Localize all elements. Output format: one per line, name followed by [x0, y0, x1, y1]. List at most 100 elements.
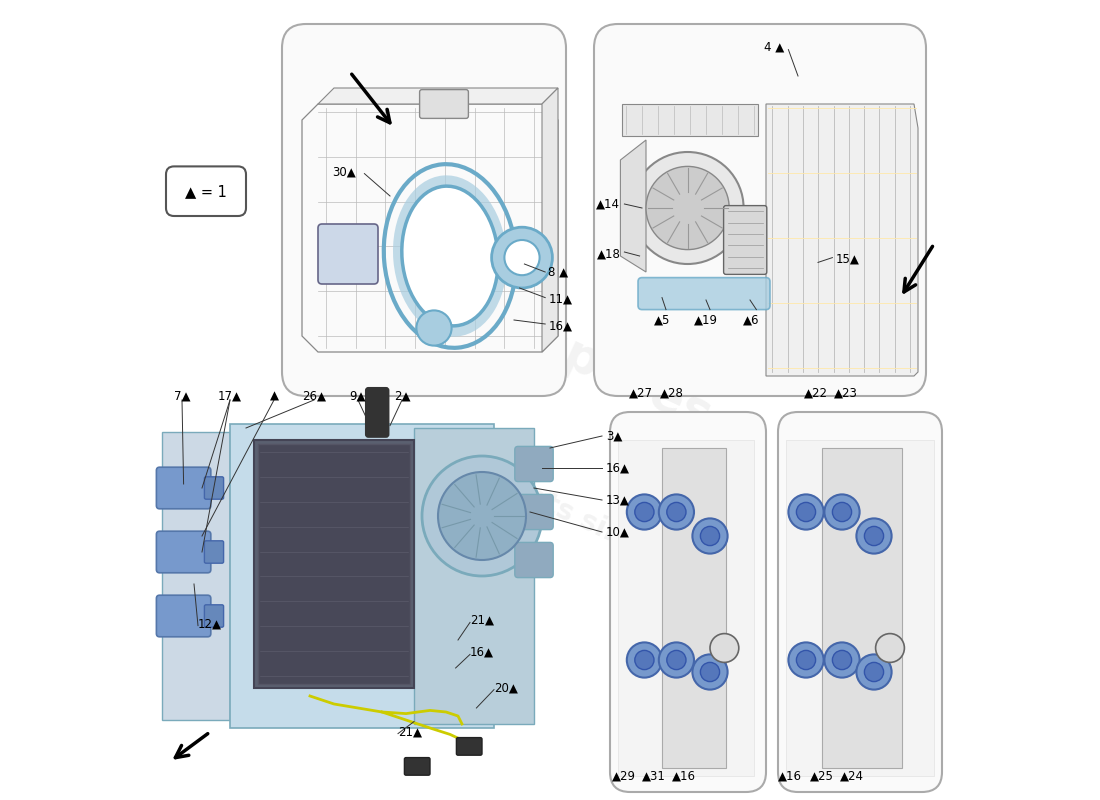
Ellipse shape: [393, 175, 507, 337]
Text: 9▲: 9▲: [350, 390, 366, 402]
Text: 7▲: 7▲: [174, 390, 190, 402]
Polygon shape: [230, 424, 494, 728]
Text: ▲6: ▲6: [744, 314, 760, 326]
Circle shape: [833, 502, 851, 522]
FancyBboxPatch shape: [366, 388, 388, 437]
Text: ▲: ▲: [270, 390, 278, 402]
Text: 21▲: 21▲: [398, 726, 422, 738]
FancyBboxPatch shape: [156, 595, 211, 637]
Polygon shape: [162, 432, 230, 720]
Text: 16▲: 16▲: [470, 646, 494, 658]
Text: ▲25: ▲25: [810, 770, 834, 782]
Polygon shape: [662, 448, 726, 768]
Text: 21▲: 21▲: [470, 614, 494, 626]
Text: 17▲: 17▲: [218, 390, 242, 402]
Text: 20▲: 20▲: [494, 682, 518, 694]
FancyBboxPatch shape: [724, 206, 767, 274]
Circle shape: [796, 502, 815, 522]
Text: 2▲: 2▲: [394, 390, 410, 402]
FancyBboxPatch shape: [594, 24, 926, 396]
Circle shape: [417, 310, 452, 346]
FancyBboxPatch shape: [166, 166, 246, 216]
FancyBboxPatch shape: [638, 278, 770, 310]
Text: ▲22: ▲22: [804, 387, 827, 400]
Circle shape: [659, 642, 694, 678]
Circle shape: [438, 472, 526, 560]
Circle shape: [492, 227, 552, 288]
Circle shape: [627, 642, 662, 678]
Circle shape: [865, 526, 883, 546]
Circle shape: [857, 518, 892, 554]
Text: 26▲: 26▲: [302, 390, 326, 402]
Circle shape: [865, 662, 883, 682]
Circle shape: [422, 456, 542, 576]
Circle shape: [667, 502, 686, 522]
Text: ▲ = 1: ▲ = 1: [185, 184, 227, 198]
Polygon shape: [542, 88, 558, 352]
FancyBboxPatch shape: [515, 494, 553, 530]
Text: 16▲: 16▲: [549, 319, 572, 332]
Circle shape: [505, 240, 540, 275]
Text: ▲31: ▲31: [642, 770, 666, 782]
FancyBboxPatch shape: [156, 531, 211, 573]
FancyBboxPatch shape: [205, 605, 223, 627]
Text: ▲24: ▲24: [840, 770, 865, 782]
Text: ▲18: ▲18: [596, 247, 620, 260]
FancyBboxPatch shape: [456, 738, 482, 755]
Circle shape: [710, 634, 739, 662]
Text: ▲29: ▲29: [612, 770, 636, 782]
Text: 30▲: 30▲: [332, 166, 356, 178]
Polygon shape: [786, 440, 934, 776]
FancyBboxPatch shape: [778, 412, 942, 792]
Text: 11▲: 11▲: [549, 293, 572, 306]
Text: 15▲: 15▲: [836, 253, 859, 266]
FancyBboxPatch shape: [205, 477, 223, 499]
Circle shape: [646, 166, 729, 250]
Text: 16▲: 16▲: [606, 462, 630, 474]
Text: eurospares: eurospares: [412, 263, 719, 441]
Circle shape: [692, 654, 727, 690]
Polygon shape: [414, 428, 534, 724]
Text: ▲28: ▲28: [660, 387, 683, 400]
Circle shape: [635, 650, 654, 670]
Text: ▲19: ▲19: [694, 314, 718, 326]
Circle shape: [692, 518, 727, 554]
Polygon shape: [621, 104, 758, 136]
Circle shape: [635, 502, 654, 522]
Circle shape: [824, 494, 859, 530]
Circle shape: [667, 650, 686, 670]
Circle shape: [659, 494, 694, 530]
Circle shape: [857, 654, 892, 690]
Text: 12▲: 12▲: [198, 618, 222, 630]
Circle shape: [789, 494, 824, 530]
FancyBboxPatch shape: [156, 467, 211, 509]
Text: 13▲: 13▲: [606, 494, 630, 506]
Text: ▲16: ▲16: [672, 770, 696, 782]
Text: ▲27: ▲27: [629, 387, 653, 400]
Text: 8 ▲: 8 ▲: [549, 266, 569, 278]
Circle shape: [876, 634, 904, 662]
Polygon shape: [618, 440, 754, 776]
FancyBboxPatch shape: [405, 758, 430, 775]
Text: 10▲: 10▲: [606, 526, 630, 538]
Circle shape: [824, 642, 859, 678]
Text: 4 ▲: 4 ▲: [764, 41, 784, 54]
Circle shape: [627, 494, 662, 530]
Circle shape: [833, 650, 851, 670]
Text: ▲23: ▲23: [834, 387, 858, 400]
Polygon shape: [620, 140, 646, 272]
FancyBboxPatch shape: [610, 412, 766, 792]
Polygon shape: [258, 444, 410, 684]
FancyBboxPatch shape: [515, 542, 553, 578]
Polygon shape: [822, 448, 902, 768]
FancyBboxPatch shape: [515, 446, 553, 482]
Circle shape: [789, 642, 824, 678]
Circle shape: [701, 526, 719, 546]
FancyBboxPatch shape: [205, 541, 223, 563]
Circle shape: [631, 152, 744, 264]
FancyBboxPatch shape: [318, 224, 378, 284]
Polygon shape: [318, 88, 558, 104]
Polygon shape: [766, 104, 918, 376]
Text: ▲16: ▲16: [778, 770, 802, 782]
Text: 3▲: 3▲: [606, 430, 623, 442]
